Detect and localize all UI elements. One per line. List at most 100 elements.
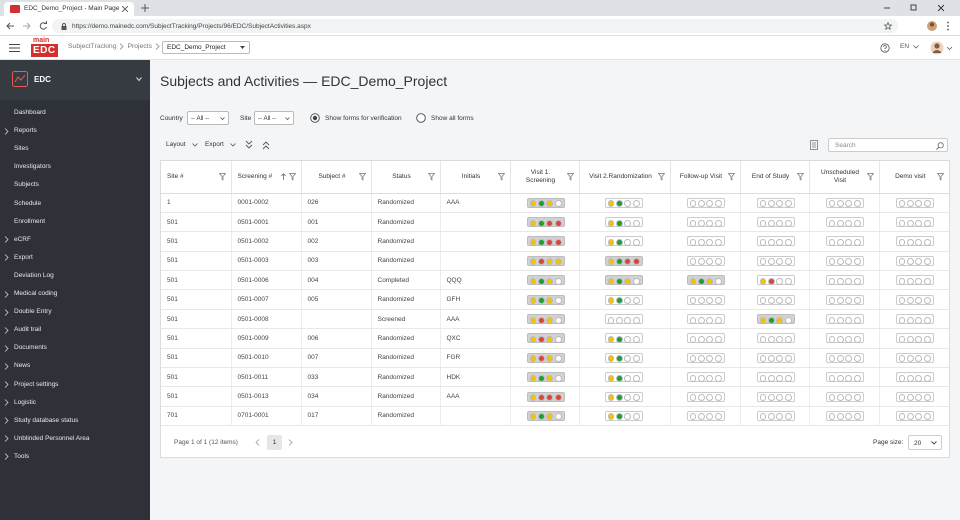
radio[interactable] [416, 113, 426, 123]
visit-cell[interactable] [510, 309, 580, 330]
sort-icon[interactable] [280, 173, 286, 180]
column-header[interactable]: End of Study [740, 161, 810, 194]
visit-cell[interactable] [809, 289, 880, 310]
visit-status[interactable] [686, 333, 725, 344]
column-header[interactable]: Visit 2.Randomization [579, 161, 671, 194]
visit-status[interactable] [526, 391, 565, 402]
visit-cell[interactable] [579, 251, 671, 272]
visit-status[interactable] [825, 333, 864, 344]
nav-buttons[interactable] [6, 21, 50, 31]
column-header[interactable]: Screening # [231, 161, 302, 194]
visit-status[interactable] [895, 352, 934, 363]
visit-status[interactable] [686, 236, 725, 247]
visit-cell[interactable] [809, 348, 880, 369]
layout-button[interactable]: Layout [166, 141, 186, 148]
pager-arrows[interactable] [255, 439, 295, 446]
visit-status[interactable] [686, 391, 725, 402]
visit-cell[interactable] [670, 406, 741, 427]
visit-cell[interactable] [740, 309, 810, 330]
menu-item[interactable]: Investigators [0, 160, 150, 174]
visit-cell[interactable] [809, 231, 880, 252]
expand-collapse[interactable] [245, 140, 275, 150]
visit-status[interactable] [686, 372, 725, 383]
menu-item[interactable]: Tools [0, 450, 150, 464]
visit-cell[interactable] [879, 212, 949, 233]
visit-status[interactable] [756, 294, 795, 305]
visit-cell[interactable] [579, 309, 671, 330]
visit-status[interactable] [604, 333, 643, 344]
column-header[interactable]: Subject # [301, 161, 372, 194]
visit-cell[interactable] [510, 270, 580, 291]
visit-status[interactable] [686, 255, 725, 266]
visit-cell[interactable] [740, 212, 810, 233]
visit-cell[interactable] [879, 289, 949, 310]
visit-status[interactable] [686, 410, 725, 421]
visit-status[interactable] [604, 217, 643, 228]
visit-status[interactable] [895, 236, 934, 247]
visit-cell[interactable] [879, 328, 949, 349]
grid-row[interactable]: 501 0501-0009 006 Randomized QXC [161, 328, 949, 349]
visit-cell[interactable] [670, 270, 741, 291]
visit-cell[interactable] [579, 367, 671, 388]
visit-status[interactable] [825, 410, 864, 421]
visit-cell[interactable] [670, 309, 741, 330]
grid-row[interactable]: 501 0501-0003 003 Randomized [161, 251, 949, 272]
hamburger[interactable] [9, 44, 20, 52]
star-icon[interactable] [884, 22, 892, 30]
visit-status[interactable] [756, 352, 795, 363]
filter-icon[interactable] [657, 173, 665, 181]
visit-cell[interactable] [879, 348, 949, 369]
page-button[interactable]: 1 [267, 435, 282, 450]
grid-row[interactable]: 501 0501-0011 033 Randomized HDK [161, 367, 949, 388]
menu-item[interactable]: News [0, 359, 150, 373]
menu-item[interactable]: Reports [0, 124, 150, 138]
visit-cell[interactable] [809, 193, 880, 213]
visit-cell[interactable] [740, 406, 810, 427]
visit-status[interactable] [895, 294, 934, 305]
visit-status[interactable] [604, 410, 643, 421]
visit-status[interactable] [756, 314, 795, 325]
visit-cell[interactable] [579, 212, 671, 233]
grid-row[interactable]: 501 0501-0010 007 Randomized FGR [161, 348, 949, 369]
user-avatar[interactable] [930, 40, 954, 56]
visit-status[interactable] [756, 333, 795, 344]
visit-status[interactable] [825, 294, 864, 305]
visit-status[interactable] [825, 275, 864, 286]
visit-status[interactable] [895, 275, 934, 286]
profile-menu[interactable] [926, 20, 954, 32]
menu-item[interactable]: Study database status [0, 414, 150, 428]
visit-cell[interactable] [740, 193, 810, 213]
new-tab[interactable] [141, 4, 149, 12]
visit-status[interactable] [686, 197, 725, 208]
visit-cell[interactable] [510, 289, 580, 310]
menu-item[interactable]: Dashboard [0, 106, 150, 120]
grid-row[interactable]: 701 0701-0001 017 Randomized [161, 406, 949, 427]
radio-label[interactable]: Show forms for verification [325, 115, 402, 122]
visit-cell[interactable] [740, 251, 810, 272]
filter-icon[interactable] [796, 173, 804, 181]
help-icon[interactable] [880, 43, 890, 53]
visit-status[interactable] [526, 275, 565, 286]
visit-status[interactable] [895, 217, 934, 228]
visit-cell[interactable] [879, 231, 949, 252]
visit-status[interactable] [604, 372, 643, 383]
visit-status[interactable] [604, 236, 643, 247]
visit-cell[interactable] [809, 406, 880, 427]
visit-status[interactable] [526, 352, 565, 363]
logo[interactable]: EDC [31, 44, 58, 57]
visit-status[interactable] [825, 391, 864, 402]
grid-row[interactable]: 501 0501-0013 034 Randomized AAA [161, 386, 949, 407]
visit-cell[interactable] [740, 328, 810, 349]
breadcrumb-item[interactable]: Projects [127, 43, 153, 50]
visit-status[interactable] [756, 391, 795, 402]
page-size-select[interactable]: 20 [908, 435, 942, 450]
column-chooser[interactable] [810, 140, 818, 150]
grid-row[interactable]: 501 0501-0007 005 Randomized GFH [161, 289, 949, 310]
menu-item[interactable]: Export [0, 251, 150, 265]
visit-status[interactable] [756, 255, 795, 266]
visit-status[interactable] [756, 410, 795, 421]
visit-cell[interactable] [809, 367, 880, 388]
visit-cell[interactable] [670, 251, 741, 272]
grid-row[interactable]: 501 0501-0008 Screened AAA [161, 309, 949, 330]
site-select[interactable]: -- All -- [254, 111, 294, 125]
